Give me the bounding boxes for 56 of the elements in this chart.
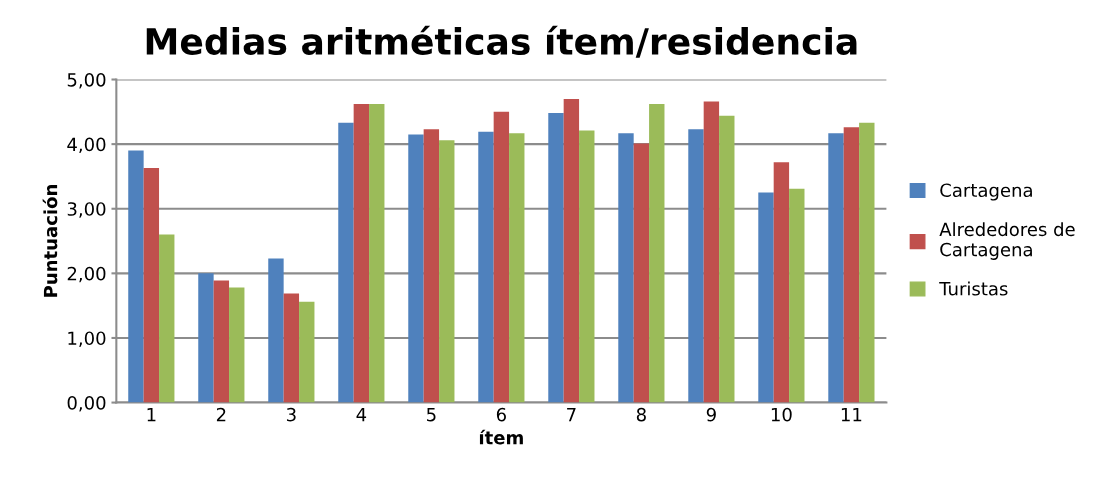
x-tick-label: 9	[706, 407, 716, 422]
bar	[703, 101, 720, 403]
x-tick-label: 2	[216, 407, 226, 422]
y-axis-title: Puntuación	[42, 185, 58, 297]
legend-label: Cartagena	[940, 183, 1032, 201]
x-tick-label: 6	[496, 407, 506, 422]
bar	[478, 131, 494, 403]
bar	[268, 258, 284, 403]
bar	[299, 301, 315, 403]
bar	[563, 98, 580, 403]
bar	[439, 140, 455, 403]
bar	[128, 150, 144, 403]
x-tick-label: 5	[427, 407, 436, 422]
bar	[633, 143, 650, 403]
x-tick-label: 1	[147, 407, 156, 422]
y-tick-label: 0,00	[67, 396, 106, 412]
bar	[283, 293, 300, 403]
legend-label: Alrededores de Cartagena	[939, 222, 1075, 260]
y-tick-label: 3,00	[67, 202, 106, 218]
bar	[789, 188, 805, 403]
y-tick-label: 4,00	[67, 137, 106, 154]
x-tick-label: 4	[356, 407, 367, 422]
bar	[548, 113, 564, 403]
bar	[828, 133, 844, 403]
bar	[408, 134, 424, 403]
bar	[423, 129, 440, 403]
x-tick-label: 11	[841, 407, 862, 422]
bar	[213, 280, 230, 403]
legend-label: Turistas	[939, 281, 1008, 296]
y-tick-label: 1,00	[68, 331, 106, 347]
bar	[843, 127, 860, 403]
bar	[579, 130, 595, 403]
y-tick-label: 5,00	[67, 72, 106, 89]
bar	[229, 287, 245, 403]
bar	[159, 234, 175, 403]
bar	[719, 115, 735, 403]
x-tick-label: 7	[567, 407, 576, 422]
bar	[773, 162, 790, 403]
bar	[688, 129, 704, 403]
bar	[369, 104, 385, 403]
bar	[618, 133, 634, 403]
bar	[143, 168, 160, 403]
bar	[509, 133, 525, 403]
x-tick-label: 8	[636, 407, 646, 422]
bar	[758, 192, 774, 403]
y-tick-label: 2,00	[67, 266, 106, 283]
bar	[338, 122, 354, 403]
bar	[198, 273, 214, 403]
bar	[649, 104, 665, 403]
chart-title: Medias aritméticas ítem/residencia	[146, 25, 857, 58]
x-tick-label: 10	[771, 407, 792, 422]
bar	[353, 104, 370, 403]
x-axis-title: ítem	[479, 429, 523, 445]
bar	[493, 111, 510, 403]
bar	[859, 122, 875, 403]
x-tick-label: 3	[286, 407, 296, 422]
